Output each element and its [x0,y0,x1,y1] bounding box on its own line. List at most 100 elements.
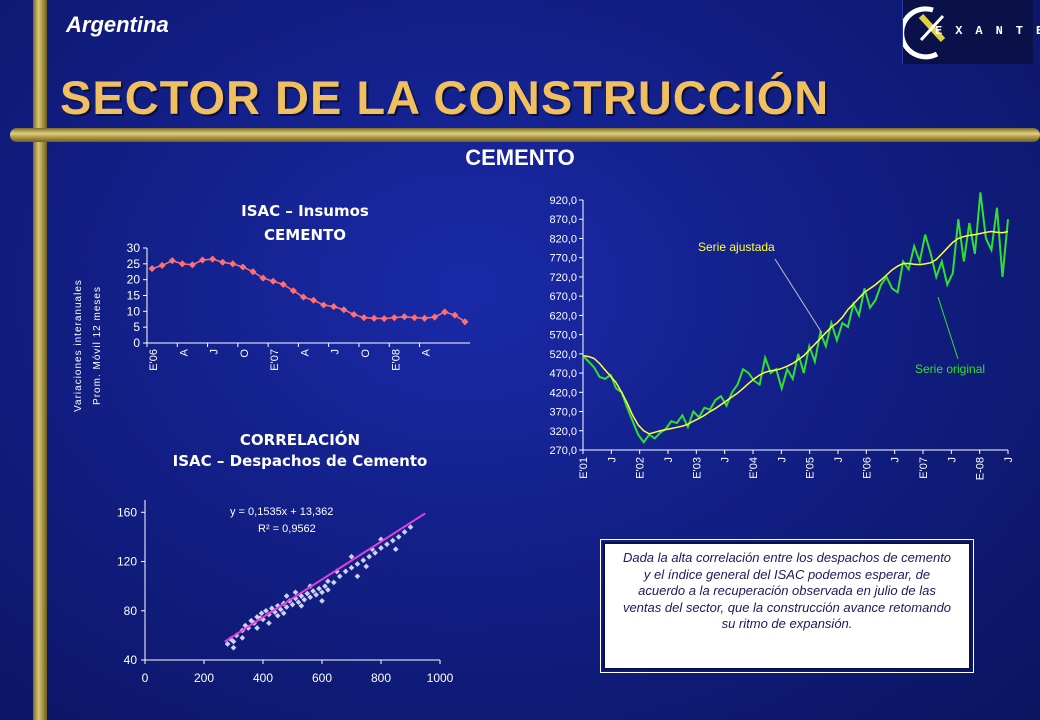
series-x-tick-label: E'01 [578,457,590,479]
isac-chart-title: ISAC – Insumos CEMENTO [190,202,420,244]
y-tick-label: 30 [127,241,141,255]
x-tick-label: E'08 [390,349,402,371]
isac-data-point [431,313,439,321]
isac-data-point [421,314,429,322]
scatter-point [348,564,355,571]
logo-text: EXANTE [935,24,1040,38]
isac-data-point [441,308,449,316]
series-x-tick-label: E'06 [861,457,873,479]
scatter-point [366,553,373,560]
isac-data-point [209,255,217,263]
x-tick-label: A [299,348,311,356]
x-tick-label: E'07 [269,349,281,371]
isac-data-point [390,314,398,322]
isac-data-point [340,306,348,314]
series-x-tick-label: E-08 [975,457,987,480]
isac-chart-title-line1: ISAC – Insumos [241,202,369,220]
isac-data-point [299,293,307,301]
scatter-y-tick-label: 160 [117,505,137,519]
y-tick-label: 25 [127,257,141,271]
vertical-gold-bar [33,0,47,720]
series-y-tick-label: 620,0 [549,310,577,322]
isac-data-point [259,274,267,282]
isac-data-point [269,277,277,285]
scatter-point [322,583,328,589]
scatter-point [336,573,343,580]
series-x-tick-label: J [720,457,732,463]
analysis-note: Dada la alta correlación entre los despa… [603,542,971,670]
series-y-tick-label: 920,0 [549,195,577,207]
scatter-x-tick-label: 400 [253,671,273,685]
isac-data-point [188,261,196,269]
scatter-point [301,596,308,603]
y-tick-label: 10 [127,304,141,318]
scatter-x-tick-label: 600 [312,671,332,685]
y-tick-label: 20 [127,273,141,287]
series-x-tick-label: E'03 [691,457,703,479]
scatter-point [392,546,399,553]
scatter-point [401,529,408,535]
series-y-tick-label: 670,0 [549,291,577,303]
regression-line [224,512,426,643]
scatter-point [395,534,402,540]
scatter-point [325,578,331,585]
isac-data-point [350,310,358,319]
scatter-y-tick-label: 40 [124,653,138,667]
isac-data-point [249,268,257,276]
isac-data-point [168,257,176,265]
isac-data-point [289,287,297,295]
cement-series-chart: 270,0 320,0 370,0 420,0 470,0 520,0 570,0 620,0… [549,192,1015,480]
x-tick-label: A [178,348,190,356]
series-x-tick-label: E'07 [918,457,930,479]
correlation-chart-title: CORRELACIÓN ISAC – Despachos de Cemento [120,431,480,470]
series-y-tick-label: 570,0 [549,330,577,342]
isac-data-point [279,280,287,288]
series-y-tick-label: 470,0 [549,368,577,380]
scatter-point [316,585,322,592]
scatter-point [330,579,337,586]
isac-data-point [360,314,368,322]
horizontal-gold-bar [10,128,1040,142]
fitted-series-label: Serie ajustada [698,240,775,254]
isac-data-point [229,260,237,268]
isac-data-point [370,314,378,322]
scatter-point [230,644,237,651]
scatter-x-tick-label: 800 [371,671,391,685]
scatter-point [266,620,272,626]
series-x-tick-label: J [776,457,788,463]
series-x-tick-label: J [890,457,902,463]
isac-data-point [380,315,388,323]
series-y-tick-label: 370,0 [549,407,577,419]
scatter-point [224,641,231,647]
isac-series-line [151,258,466,323]
fitted-series-line [582,230,1009,435]
regression-equation: y = 0,1535x + 13,362 [230,506,333,518]
isac-data-point [158,261,166,269]
logo-swoosh-icon [903,6,946,60]
scatter-point [354,573,361,580]
y-tick-label: 15 [127,289,141,303]
series-x-tick-label: J [606,457,618,463]
country-label: Argentina [66,12,169,37]
note-frame [600,539,974,673]
scatter-x-tick-label: 200 [194,671,214,685]
y-tick-label: 5 [133,320,140,334]
y-axis-label-line1: Variaciones interanuales [73,279,84,412]
scatter-point [258,610,265,617]
x-tick-label: O [239,349,251,358]
isac-data-point [198,256,207,264]
original-series-label: Serie original [915,362,985,376]
scatter-point [289,601,296,608]
series-x-tick-label: J [833,457,845,463]
x-tick-label: J [209,349,221,355]
series-y-tick-label: 320,0 [549,426,577,438]
scatter-y-tick-label: 120 [117,555,137,569]
isac-data-point [310,296,318,304]
isac-data-point [320,301,328,309]
isac-data-point [330,303,338,311]
isac-chart-title-line2: CEMENTO [264,226,346,244]
series-x-tick-label: E'05 [805,457,817,479]
series-x-tick-label: J [663,457,675,463]
x-tick-label: E'06 [148,349,160,371]
scatter-point [342,568,349,575]
